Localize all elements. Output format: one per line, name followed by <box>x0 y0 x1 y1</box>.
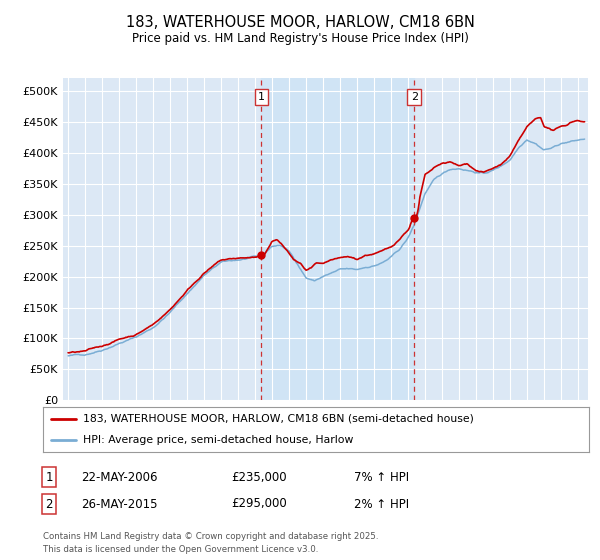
Text: 22-MAY-2006: 22-MAY-2006 <box>81 470 157 484</box>
Text: Price paid vs. HM Land Registry's House Price Index (HPI): Price paid vs. HM Land Registry's House … <box>131 31 469 45</box>
Text: £295,000: £295,000 <box>231 497 287 511</box>
Text: 2: 2 <box>46 497 53 511</box>
Text: 1: 1 <box>258 92 265 102</box>
Text: 7% ↑ HPI: 7% ↑ HPI <box>354 470 409 484</box>
Text: 26-MAY-2015: 26-MAY-2015 <box>81 497 157 511</box>
Text: HPI: Average price, semi-detached house, Harlow: HPI: Average price, semi-detached house,… <box>83 435 353 445</box>
Text: Contains HM Land Registry data © Crown copyright and database right 2025.
This d: Contains HM Land Registry data © Crown c… <box>43 533 379 554</box>
Text: 1: 1 <box>46 470 53 484</box>
Text: 2: 2 <box>411 92 418 102</box>
Text: 2% ↑ HPI: 2% ↑ HPI <box>354 497 409 511</box>
Text: £235,000: £235,000 <box>231 470 287 484</box>
Text: 183, WATERHOUSE MOOR, HARLOW, CM18 6BN: 183, WATERHOUSE MOOR, HARLOW, CM18 6BN <box>125 15 475 30</box>
Text: 183, WATERHOUSE MOOR, HARLOW, CM18 6BN (semi-detached house): 183, WATERHOUSE MOOR, HARLOW, CM18 6BN (… <box>83 414 473 424</box>
Bar <box>262 78 415 400</box>
